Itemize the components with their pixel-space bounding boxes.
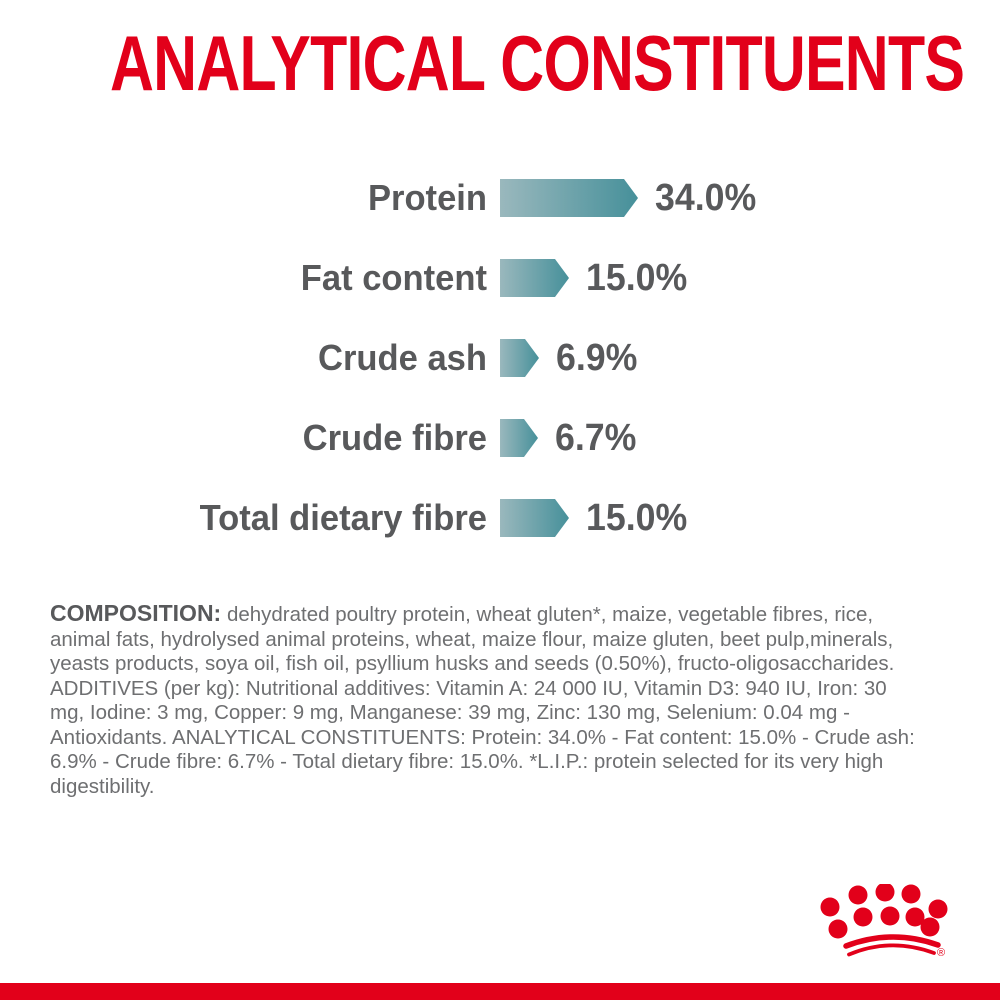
constituent-label: Total dietary fibre xyxy=(199,497,487,538)
chart-row: Fat content 15.0% xyxy=(0,238,1000,318)
constituent-label: Protein xyxy=(367,177,487,218)
registered-trademark-icon: ® xyxy=(937,947,945,959)
constituent-label: Fat content xyxy=(300,257,487,298)
brand-stripe xyxy=(0,983,1000,1000)
constituent-value: 34.0% xyxy=(655,176,757,219)
constituent-bar xyxy=(500,499,569,537)
composition-label: COMPOSITION: xyxy=(50,600,222,626)
crown-arcs xyxy=(843,934,941,957)
analytical-constituents-chart: Protein 34.0% Fat content 15.0% Crude ash 6.9… xyxy=(0,158,1000,558)
chart-row: Total dietary fibre 15.0% xyxy=(0,478,1000,558)
chart-row: Crude ash 6.9% xyxy=(0,318,1000,398)
constituent-bar xyxy=(500,339,539,377)
royal-canin-crown-logo: ® xyxy=(820,884,948,959)
constituent-value: 6.7% xyxy=(555,416,637,459)
constituent-value: 15.0% xyxy=(586,256,688,299)
constituent-bar xyxy=(500,419,538,457)
constituent-value: 6.9% xyxy=(556,336,638,379)
composition-paragraph: COMPOSITION: dehydrated poultry protein,… xyxy=(50,601,926,799)
crown-dots xyxy=(820,884,948,939)
constituent-bar xyxy=(500,179,638,217)
constituent-label: Crude fibre xyxy=(302,417,487,458)
constituent-bar xyxy=(500,259,569,297)
constituent-value: 15.0% xyxy=(586,496,688,539)
constituent-label: Crude ash xyxy=(317,337,487,378)
chart-row: Crude fibre 6.7% xyxy=(0,398,1000,478)
composition-text: dehydrated poultry protein, wheat gluten… xyxy=(50,603,915,798)
chart-row: Protein 34.0% xyxy=(0,158,1000,238)
page-title: ANALYTICAL CONSTITUENTS xyxy=(110,19,965,107)
